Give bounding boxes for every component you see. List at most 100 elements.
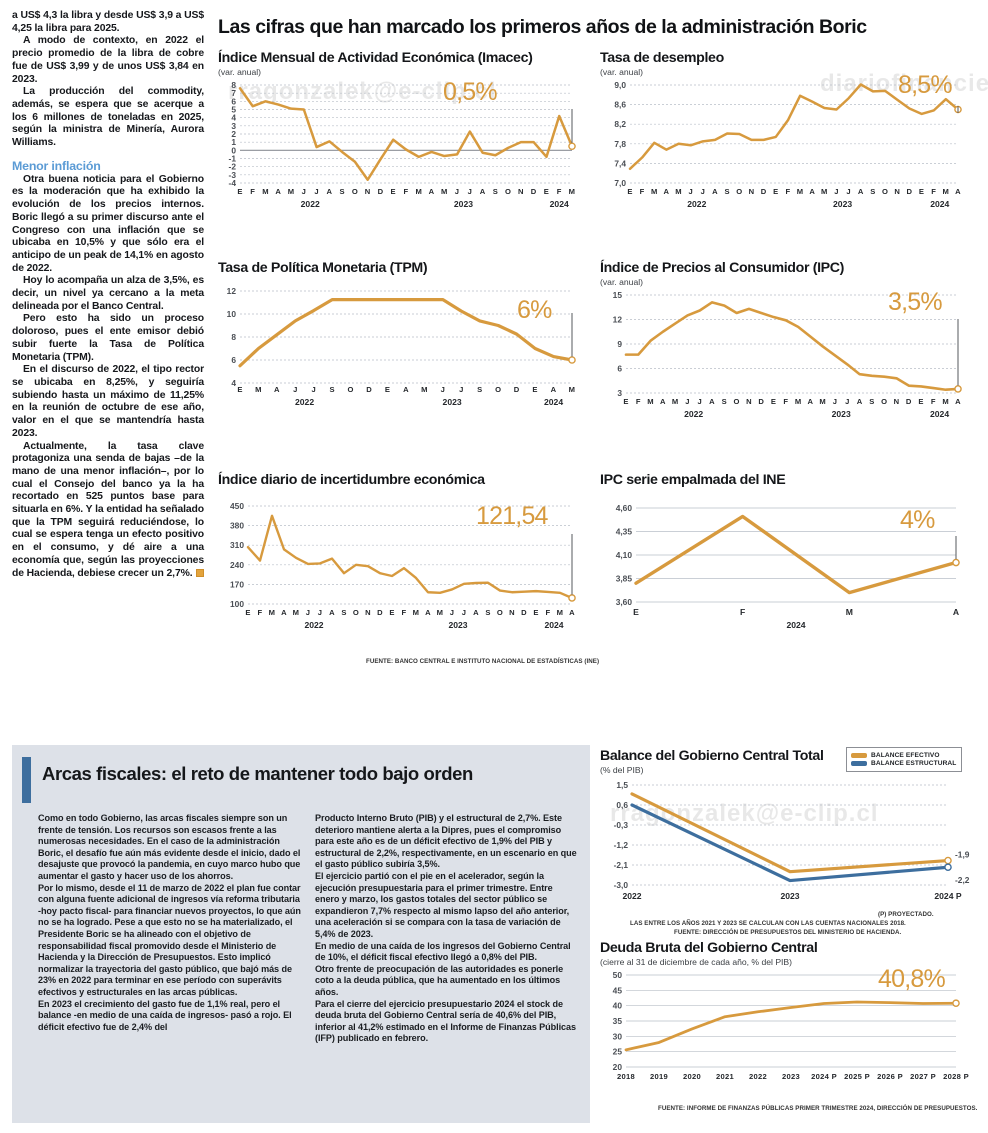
svg-text:S: S — [722, 397, 727, 406]
svg-text:F: F — [404, 187, 409, 196]
svg-text:0,6: 0,6 — [616, 800, 628, 810]
svg-text:7: 7 — [231, 88, 236, 98]
svg-text:A: A — [955, 187, 961, 196]
svg-text:9,0: 9,0 — [614, 80, 626, 90]
svg-text:A: A — [809, 187, 815, 196]
svg-text:N: N — [894, 397, 900, 406]
svg-text:A: A — [275, 187, 281, 196]
svg-text:F: F — [931, 397, 936, 406]
svg-text:J: J — [314, 187, 319, 196]
svg-text:J: J — [845, 397, 850, 406]
svg-text:E: E — [773, 187, 778, 196]
svg-text:A: A — [425, 608, 431, 617]
svg-text:A: A — [274, 385, 280, 394]
svg-text:-2: -2 — [229, 162, 237, 172]
svg-text:30: 30 — [613, 1031, 623, 1041]
legend-label: BALANCE EFECTIVO — [871, 752, 940, 759]
chart-imacec: Índice Mensual de Actividad Económica (I… — [218, 50, 594, 217]
chart-source-note: FUENTE: DIRECCIÓN DE PRESUPUESTOS DEL MI… — [674, 929, 902, 936]
svg-text:2023: 2023 — [780, 891, 799, 901]
svg-text:M: M — [647, 397, 654, 406]
svg-text:8,2: 8,2 — [614, 119, 626, 129]
svg-text:M: M — [293, 608, 300, 617]
svg-text:F: F — [636, 397, 641, 406]
svg-text:M: M — [421, 385, 428, 394]
chart-source-note: FUENTE: INFORME DE FINANZAS PÚBLICAS PRI… — [658, 1105, 978, 1112]
svg-text:J: J — [846, 187, 851, 196]
chart-plot-area: 4 6 8 10 12 E M A J J S O D E A M J J S O D E A M 2022 2023 2024 — [218, 277, 594, 417]
svg-text:J: J — [833, 397, 838, 406]
chart-source-note: FUENTE: BANCO CENTRAL E INSTITUTO NACION… — [366, 658, 600, 665]
svg-text:F: F — [931, 187, 936, 196]
svg-text:-1: -1 — [229, 154, 237, 164]
svg-text:15: 15 — [613, 290, 623, 300]
svg-text:M: M — [797, 187, 804, 196]
svg-text:9: 9 — [617, 339, 622, 349]
svg-text:2023: 2023 — [832, 409, 851, 419]
svg-text:-2,1: -2,1 — [614, 860, 629, 870]
svg-text:F: F — [783, 397, 788, 406]
chart-callout-value: 121,54 — [476, 502, 548, 530]
svg-text:S: S — [339, 187, 344, 196]
svg-text:O: O — [348, 385, 354, 394]
svg-text:A: A — [329, 608, 335, 617]
svg-text:S: S — [493, 187, 498, 196]
svg-text:D: D — [531, 187, 537, 196]
chart-svg-desempleo: 7,07,47,88,28,69,0E F M A M J J A S O N D E F M A M J J A S O… — [614, 80, 962, 209]
svg-text:J: J — [318, 608, 323, 617]
svg-text:M: M — [415, 187, 422, 196]
svg-text:O: O — [497, 608, 503, 617]
chart-svg-balance: -3,0 -2,1 -1,2 -0,3 0,6 1,5 2022 2023 2024 P -1,9… — [614, 780, 970, 901]
chart-note-cuentas: LAS ENTRE LOS AÑOS 2021 Y 2023 SE CALCUL… — [630, 920, 906, 927]
chart-plot-area: -4 -3 -2 -1 0 1 2 3 4 5 6 7 8 E F M A M J J A S O N D E F M A M J J A S O N… — [218, 77, 594, 217]
svg-text:D: D — [521, 608, 527, 617]
svg-text:2022: 2022 — [301, 199, 320, 209]
svg-text:N: N — [509, 608, 515, 617]
svg-text:S: S — [724, 187, 729, 196]
svg-text:3,60: 3,60 — [616, 597, 633, 607]
svg-text:S: S — [869, 397, 874, 406]
svg-text:2022: 2022 — [749, 1072, 767, 1081]
svg-text:2: 2 — [231, 129, 236, 139]
svg-text:M: M — [569, 385, 576, 394]
legend-label: BALANCE ESTRUCTURAL — [871, 760, 957, 767]
chart-desempleo: Tasa de desempleo (var. anual) 7,0 7,4 7,8… — [600, 50, 978, 217]
svg-text:A: A — [569, 608, 575, 617]
chart-plot-area: -3,0 -2,1 -1,2 -0,3 0,6 1,5 2022 2023 2024 P -1,9… — [600, 775, 978, 915]
chart-svg-ipc_ine: 3,60 3,85 4,10 4,35 4,60 E F M A 2024 — [616, 503, 960, 630]
article-paragraph-last: Actualmente, la tasa clave protagoniza u… — [12, 441, 204, 581]
chart-callout-value: 0,5% — [443, 78, 498, 106]
svg-text:45: 45 — [613, 985, 623, 995]
svg-text:M: M — [269, 608, 276, 617]
svg-text:E: E — [544, 187, 549, 196]
svg-text:A: A — [326, 187, 332, 196]
chart-balance: Balance del Gobierno Central Total (% de… — [600, 747, 978, 936]
svg-text:O: O — [734, 397, 740, 406]
svg-text:M: M — [288, 187, 295, 196]
svg-text:2024: 2024 — [544, 620, 563, 630]
svg-text:D: D — [758, 397, 764, 406]
svg-text:A: A — [551, 385, 557, 394]
svg-text:J: J — [462, 608, 467, 617]
svg-text:3,85: 3,85 — [616, 574, 633, 584]
svg-text:2026 P: 2026 P — [877, 1072, 903, 1081]
svg-text:S: S — [341, 608, 346, 617]
svg-text:6: 6 — [617, 364, 622, 374]
svg-text:-0,3: -0,3 — [614, 820, 629, 830]
svg-text:M: M — [569, 187, 576, 196]
svg-text:1,5: 1,5 — [616, 780, 628, 790]
svg-text:E: E — [385, 385, 390, 394]
svg-text:450: 450 — [230, 501, 244, 511]
chart-subtitle: (var. anual) — [218, 67, 261, 77]
svg-text:A: A — [953, 607, 959, 617]
svg-text:F: F — [557, 187, 562, 196]
svg-text:2023: 2023 — [833, 199, 852, 209]
svg-text:20: 20 — [613, 1062, 623, 1072]
svg-text:4,35: 4,35 — [616, 527, 633, 537]
svg-text:E: E — [533, 608, 538, 617]
article-paragraph: En el discurso de 2022, el tipo rector s… — [12, 364, 204, 439]
svg-text:2024: 2024 — [544, 397, 563, 407]
